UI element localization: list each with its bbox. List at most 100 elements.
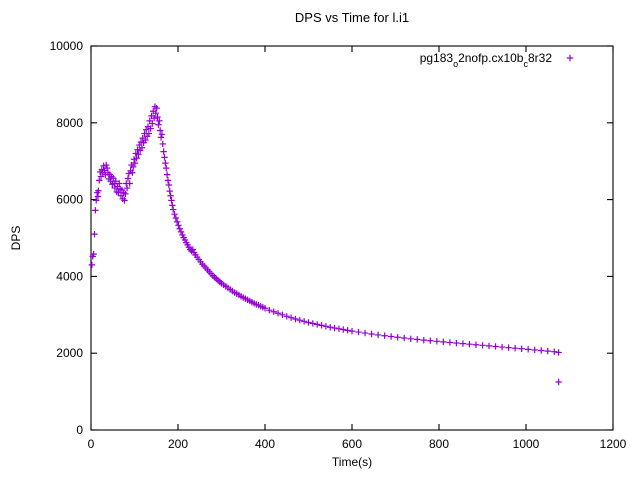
data-point-marker — [446, 339, 454, 346]
data-point-marker — [159, 140, 166, 148]
data-point-marker — [147, 125, 154, 132]
data-point-marker — [387, 333, 395, 340]
data-point-marker — [170, 206, 177, 213]
data-point-marker — [296, 316, 303, 324]
data-point-marker — [160, 148, 167, 155]
data-point-marker — [427, 337, 434, 344]
data-point-marker — [401, 334, 408, 342]
data-point-marker — [472, 341, 480, 348]
y-tick-label: 2000 — [56, 346, 83, 360]
data-point-marker — [292, 315, 299, 323]
data-point-marker — [177, 228, 185, 236]
x-tick-label: 0 — [88, 437, 95, 451]
data-point-marker — [175, 222, 182, 229]
data-point-marker — [145, 130, 153, 137]
data-point-marker — [505, 344, 512, 351]
data-point-marker — [158, 131, 166, 138]
x-tick-label: 400 — [255, 437, 275, 451]
data-point-marker — [163, 164, 170, 172]
data-point-marker — [479, 342, 486, 349]
data-point-marker — [162, 159, 169, 167]
legend-marker — [566, 54, 574, 62]
data-point-marker — [155, 121, 162, 128]
data-point-marker — [123, 184, 131, 192]
data-point-marker — [153, 105, 160, 112]
data-point-marker — [96, 177, 103, 184]
data-point-marker — [103, 161, 110, 169]
data-point-marker — [90, 250, 97, 258]
data-point-marker — [103, 164, 111, 172]
data-point-marker — [150, 114, 158, 122]
data-point-marker — [511, 345, 519, 352]
data-point-marker — [157, 134, 165, 141]
data-point-marker — [368, 330, 375, 338]
data-point-marker — [551, 348, 558, 355]
x-axis-label: Time(s) — [332, 455, 372, 469]
data-series-points — [88, 103, 562, 386]
data-point-marker — [112, 177, 119, 185]
data-point-marker — [305, 319, 312, 326]
data-point-marker — [92, 207, 99, 214]
data-point-marker — [266, 306, 273, 314]
data-point-marker — [531, 346, 538, 354]
data-point-marker — [135, 151, 142, 158]
data-point-marker — [121, 197, 128, 204]
data-point-marker — [124, 175, 132, 182]
data-point-marker — [149, 120, 156, 127]
data-point-marker — [156, 127, 164, 134]
data-point-marker — [166, 187, 173, 195]
data-point-marker — [274, 310, 282, 317]
data-point-marker — [126, 180, 133, 187]
data-point-marker — [459, 340, 467, 347]
y-tick-label: 4000 — [56, 269, 83, 283]
legend-label: pg183o2nofp.cx10bc8r32 — [420, 51, 553, 69]
data-point-marker — [156, 117, 163, 125]
chart-title: DPS vs Time for l.i1 — [295, 10, 409, 25]
data-point-marker — [524, 346, 532, 353]
data-point-marker — [283, 313, 290, 320]
data-point-marker — [173, 218, 181, 226]
data-point-marker — [122, 190, 129, 198]
data-point-marker — [168, 197, 175, 204]
data-point-marker — [440, 338, 447, 346]
x-tick-label: 800 — [429, 437, 449, 451]
data-point-marker — [407, 335, 414, 342]
x-tick-label: 1200 — [600, 437, 627, 451]
data-point-marker — [433, 338, 441, 345]
data-point-marker — [394, 334, 401, 341]
legend: pg183o2nofp.cx10bc8r32 — [420, 51, 574, 69]
data-point-marker — [169, 202, 176, 209]
data-point-marker — [300, 318, 308, 325]
data-point-marker — [171, 210, 178, 218]
data-point-marker — [327, 324, 334, 331]
data-point-marker — [466, 340, 473, 348]
data-point-marker — [261, 305, 269, 312]
data-point-marker — [492, 343, 499, 350]
data-point-marker — [335, 325, 343, 333]
data-point-marker — [270, 308, 277, 315]
x-tick-label: 600 — [342, 437, 362, 451]
data-point-marker — [538, 347, 545, 354]
data-point-marker — [97, 173, 105, 180]
data-point-marker — [555, 378, 562, 386]
data-point-marker — [172, 214, 180, 222]
y-axis-label: DPS — [9, 226, 23, 251]
data-point-marker — [340, 326, 347, 333]
data-point-marker — [163, 171, 171, 178]
data-point-marker — [176, 225, 183, 232]
data-point-marker — [318, 322, 325, 329]
data-point-marker — [322, 323, 330, 330]
data-point-marker — [381, 332, 388, 339]
y-tick-label: 10000 — [50, 39, 84, 53]
data-point-marker — [314, 321, 321, 328]
data-point-marker — [129, 163, 137, 171]
data-point-marker — [518, 345, 525, 352]
data-point-marker — [131, 159, 139, 167]
data-point-marker — [142, 136, 149, 144]
y-tick-label: 6000 — [56, 193, 83, 207]
data-point-marker — [165, 181, 173, 189]
data-point-marker — [138, 144, 146, 151]
x-tick-label: 200 — [168, 437, 188, 451]
data-point-marker — [133, 154, 140, 162]
